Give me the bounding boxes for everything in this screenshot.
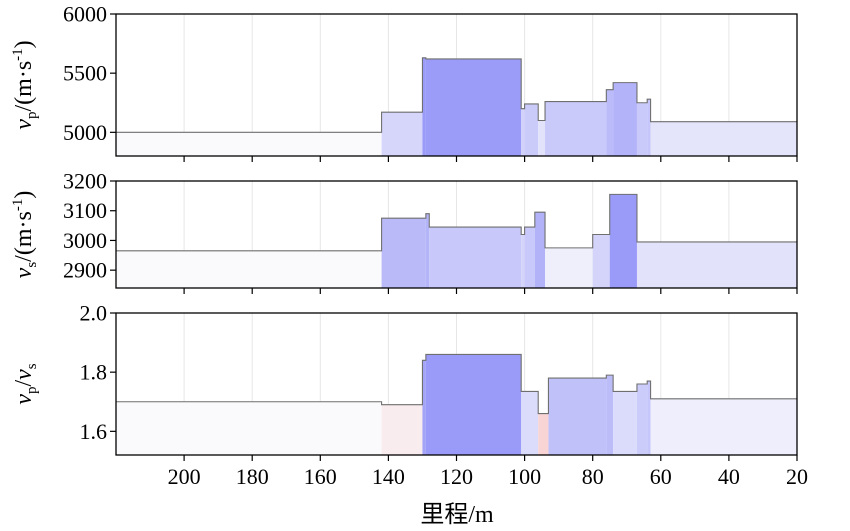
step-segment [545,101,607,156]
y-tick-label: 5500 [63,61,107,86]
step-segment [429,227,522,288]
x-tick-label: 200 [168,464,201,489]
x-tick-label: 20 [786,464,808,489]
step-segment [636,241,797,288]
x-tick-label: 160 [304,464,337,489]
profile-line [116,193,797,252]
x-axis-title: 里程/m [420,501,494,528]
step-segment [381,112,423,156]
y-tick-label: 3100 [63,198,107,223]
step-segment [650,121,797,156]
y-axis-title: vs/(m·s-1) [10,191,40,279]
x-tick-label: 120 [440,464,473,489]
profile-line [116,353,797,415]
step-segment [425,213,430,288]
step-segment [545,247,593,288]
x-tick-label: 140 [372,464,405,489]
y-tick-label: 3200 [63,169,107,194]
step-segment [521,108,525,156]
y-tick-label: 3000 [63,228,107,253]
step-segment [524,103,539,156]
x-tick-label: 80 [582,464,604,489]
step-segment [606,89,614,156]
step-segment [606,375,614,455]
y-axis-title: vp/vs [11,363,40,404]
vs-panel: 2900 3000 3100 3200 vs/(m·s-1) [10,169,798,294]
step-segment [422,360,426,455]
step-segment [538,413,549,455]
y-axis-title: vp/(m·s-1) [10,40,40,129]
step-segment [524,227,535,288]
step-segment [592,234,610,288]
x-tick-label: 40 [718,464,740,489]
step-segment [116,401,382,455]
step-segment [534,212,546,288]
step-segment [425,354,522,455]
step-segment [636,384,648,455]
y-tick-label: 2.0 [80,301,108,326]
step-segment [538,120,546,156]
step-segment [613,391,637,455]
y-tick-label: 6000 [63,2,107,27]
y-tick-label: 1.6 [80,419,108,444]
step-segment [650,398,797,455]
step-segment [422,57,426,156]
step-segment [647,99,651,156]
step-segment [381,218,426,288]
y-tick-label: 5000 [63,120,107,145]
step-segment [609,194,637,288]
y-tick-label: 1.8 [80,360,108,385]
step-segment [425,58,522,156]
profile-line [116,57,797,133]
step-segment [521,234,525,288]
x-tick-label: 60 [650,464,672,489]
step-segment [116,132,382,156]
vp-panel: 5000 5500 6000 vp/(m·s-1) [10,2,798,162]
vp-vs-ratio-panel: 1.6 1.8 2.0 200 180 160 140 120 100 80 60 40 20 vp/vs [11,301,808,490]
y-tick-label: 2900 [63,258,107,283]
x-tick-label: 180 [236,464,269,489]
step-segment [381,404,423,455]
x-tick-label: 100 [508,464,541,489]
step-segment [647,381,651,455]
step-segment [521,391,539,455]
step-segment [116,250,382,288]
step-segment [636,102,648,156]
step-segment [548,378,607,455]
step-segment [613,82,637,156]
